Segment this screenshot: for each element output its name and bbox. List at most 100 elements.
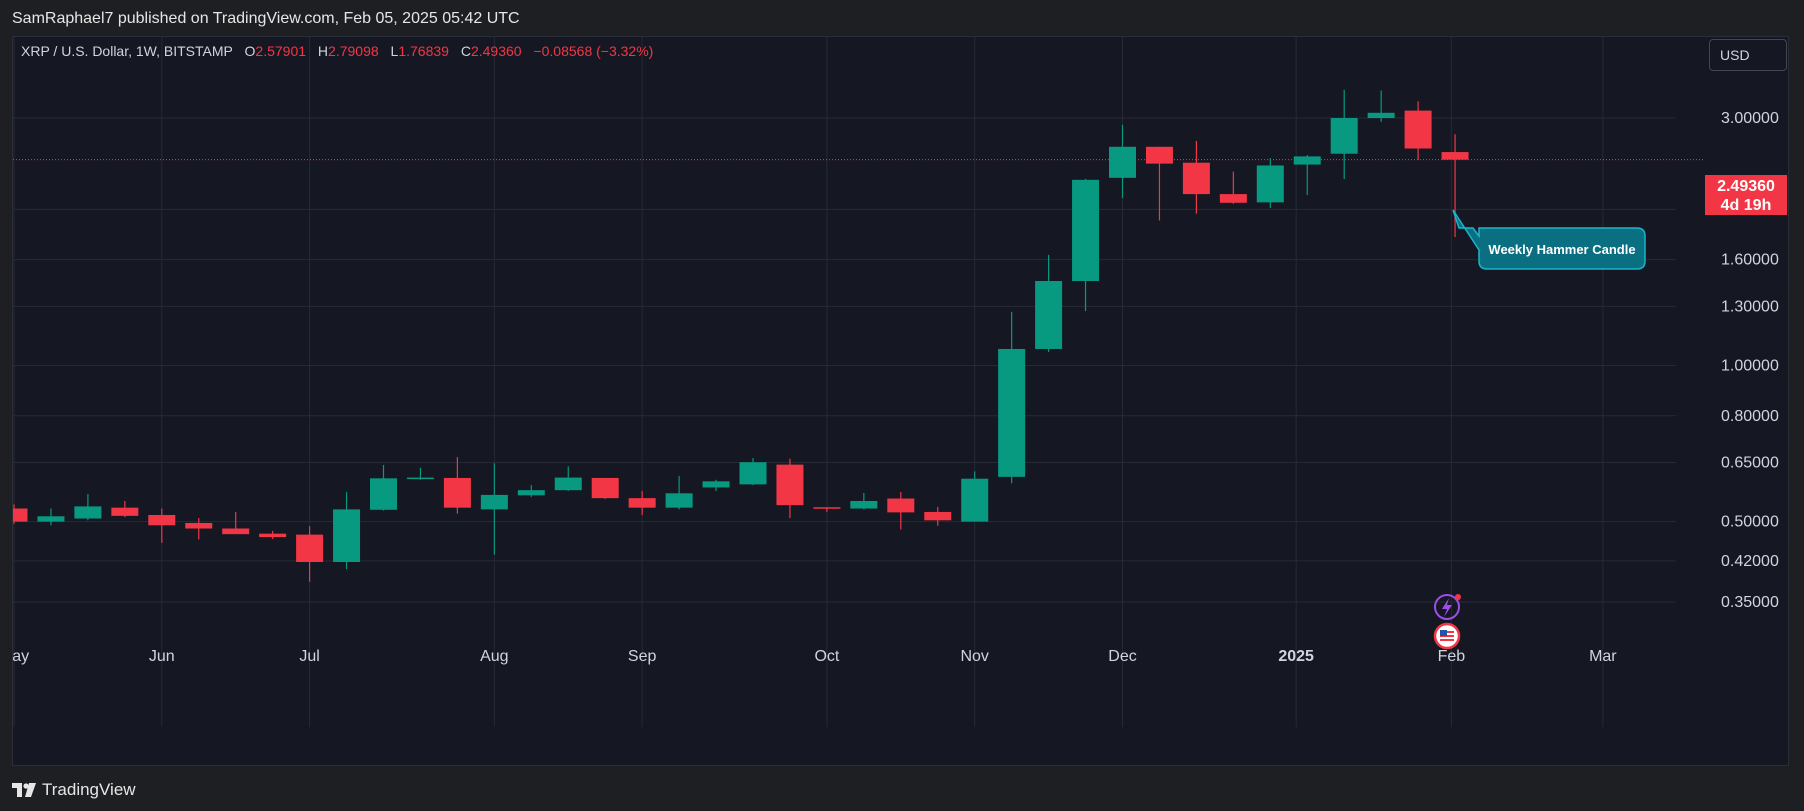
y-tick-label: 0.80000 — [1721, 408, 1779, 425]
candle-body — [111, 507, 139, 516]
candle-body — [480, 494, 508, 510]
x-axis-labels: May Jun Jul Aug Sep Oct Nov Dec 2025 Feb Mar — [0, 648, 1617, 665]
legend-open-label: O — [245, 43, 256, 59]
candle-body — [259, 533, 287, 538]
y-tick-label: 1.00000 — [1721, 357, 1779, 374]
candle-body — [887, 498, 915, 513]
x-tick-label: Jul — [299, 648, 319, 665]
candle — [776, 458, 804, 519]
candle-body — [591, 477, 619, 499]
candle — [0, 504, 28, 524]
candle — [998, 311, 1026, 484]
lightning-icon[interactable] — [1434, 594, 1461, 620]
candle — [1109, 124, 1136, 199]
candle-body — [1109, 146, 1136, 178]
candle-body — [1035, 281, 1063, 349]
candle-body — [370, 478, 397, 510]
tradingview-logo-icon — [12, 783, 36, 797]
candle-body — [0, 508, 28, 522]
candle-body — [1404, 110, 1432, 149]
last-price-badge — [1705, 175, 1787, 215]
candle — [1145, 146, 1173, 221]
candle — [1367, 90, 1395, 122]
candle — [222, 511, 250, 535]
candle-body — [148, 514, 176, 526]
candle — [1072, 178, 1100, 312]
x-tick-label: Jun — [149, 648, 175, 665]
x-tick-label: Feb — [1438, 648, 1466, 665]
x-tick-label: Nov — [960, 648, 988, 665]
currency-button[interactable]: USD — [1709, 39, 1787, 71]
candle-body — [961, 478, 989, 522]
chart-frame[interactable]: 3.000002.000001.600001.300001.000000.800… — [0, 36, 1789, 766]
tradingview-logo-text: TradingView — [42, 780, 136, 799]
legend-high-label: H — [318, 43, 328, 59]
x-tick-label: May — [13, 648, 29, 665]
candle — [924, 506, 952, 526]
candle-body — [222, 528, 250, 535]
candle — [554, 466, 582, 491]
candle-body — [1293, 156, 1321, 165]
candle-body — [406, 477, 434, 480]
candle-body — [37, 516, 65, 522]
candle — [1035, 254, 1063, 352]
y-tick-label: 0.50000 — [1721, 514, 1779, 531]
candle — [1219, 171, 1247, 204]
tradingview-logo[interactable]: TradingView — [12, 780, 136, 800]
candle-body — [1219, 194, 1247, 203]
last-price-value: 2.49360 — [1717, 178, 1775, 195]
vertical-grid — [13, 37, 1604, 727]
legend-low: 1.76839 — [398, 43, 449, 59]
candle — [850, 492, 878, 510]
candle-body — [702, 481, 730, 488]
candle-body — [1441, 152, 1469, 160]
candle — [517, 485, 545, 497]
candle-body — [1256, 165, 1284, 203]
candle — [665, 476, 693, 510]
legend-low-label: L — [391, 43, 399, 59]
candle — [111, 500, 139, 518]
legend: XRP / U.S. Dollar, 1W, BITSTAMP O2.57901… — [21, 43, 653, 59]
us-flag-icon[interactable] — [1433, 622, 1461, 650]
candle — [887, 492, 915, 530]
candle-body — [813, 507, 841, 509]
annotation-bubble — [1452, 209, 1646, 270]
x-tick-label: Dec — [1108, 648, 1136, 665]
x-tick-label: Mar — [1589, 648, 1617, 665]
candle-body — [333, 509, 361, 563]
candles — [0, 89, 1469, 582]
candle — [628, 490, 656, 515]
y-tick-label: 0.65000 — [1721, 455, 1779, 472]
candle — [185, 518, 213, 540]
candle-body — [998, 348, 1026, 477]
legend-change: −0.08568 (−3.32%) — [533, 43, 653, 59]
candle — [443, 457, 471, 514]
candle — [1330, 89, 1358, 180]
x-tick-label: Aug — [480, 648, 508, 665]
candle-body — [1330, 118, 1358, 154]
annotation-text: Weekly Hammer Candle — [1488, 242, 1635, 257]
candle — [370, 464, 397, 511]
candle — [37, 508, 65, 526]
candle-body — [185, 523, 213, 529]
y-tick-label: 1.30000 — [1721, 298, 1779, 315]
candle — [1404, 101, 1432, 160]
legend-close-label: C — [461, 43, 471, 59]
legend-high: 2.79098 — [328, 43, 379, 59]
annotation-callout[interactable]: Weekly Hammer Candle — [1452, 209, 1646, 270]
price-chart[interactable]: 3.000002.000001.600001.300001.000000.800… — [0, 37, 1788, 765]
candle — [74, 494, 102, 521]
candle-body — [296, 534, 324, 563]
legend-symbol: XRP / U.S. Dollar, 1W, BITSTAMP — [21, 43, 233, 59]
candle — [480, 463, 508, 555]
candle — [813, 507, 841, 512]
x-tick-label: 2025 — [1278, 648, 1314, 665]
horizontal-grid — [13, 117, 1676, 603]
candle — [591, 477, 619, 499]
y-tick-label: 0.42000 — [1721, 553, 1779, 570]
candle — [259, 530, 287, 539]
candle — [1256, 158, 1284, 209]
candle — [961, 471, 989, 522]
candle-body — [924, 511, 952, 521]
candle — [739, 458, 767, 486]
